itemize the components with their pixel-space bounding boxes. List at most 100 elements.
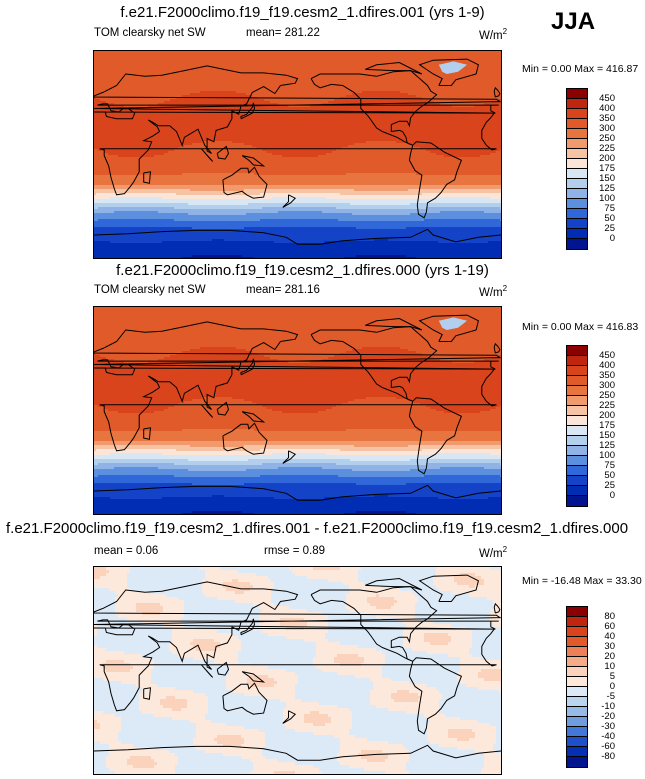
coastline [222, 166, 268, 199]
colorbar-tick-label: 400 [579, 103, 615, 114]
coastline [216, 401, 230, 416]
colorbar-swatch [567, 436, 587, 446]
colorbar-tick-label: 100 [579, 450, 615, 461]
colorbar-swatch [567, 376, 587, 386]
colorbar-swatch [567, 757, 587, 767]
panel-1-mean-label: mean= 281.22 [246, 27, 320, 39]
colorbar-tick-label: 250 [579, 390, 615, 401]
panel-3-mean-label: mean = 0.06 [94, 545, 158, 557]
colorbar-tick-label: 225 [579, 143, 615, 154]
colorbar-swatch [567, 747, 587, 757]
colorbar-swatch [567, 386, 587, 396]
coastline [240, 618, 256, 636]
coastline [241, 411, 266, 423]
colorbar-tick-label: 60 [579, 621, 615, 632]
coastline [241, 671, 266, 683]
coastline [365, 61, 423, 75]
panel-1-title: f.e21.F2000climo.f19_f19.cesm2_1.dfires.… [0, 4, 645, 21]
colorbar-tick-label: 125 [579, 440, 615, 451]
map-field-svg [94, 567, 501, 774]
colorbar-tick-label: 50 [579, 213, 615, 224]
coastline [143, 171, 152, 184]
colorbar-swatch [567, 607, 587, 617]
shaded-field [94, 567, 501, 774]
colorbar-swatch [567, 426, 587, 436]
panel-3-colorbar: 80 60 40 30 20 10 5 0 -5 -10 -20 -30 -40 -60 -80 [566, 606, 615, 768]
panel-2-variable-label: TOM clearsky net SW [94, 284, 206, 296]
colorbar-swatch [567, 179, 587, 189]
colorbar-tick-label: 75 [579, 460, 615, 471]
coastline [94, 321, 501, 452]
panel-3-units: W/m2 [479, 545, 507, 560]
colorbar-tick-label: -80 [579, 751, 615, 762]
panel-3-map [93, 566, 502, 775]
colorbar-swatch [567, 159, 587, 169]
coastline [216, 661, 230, 676]
coastline [310, 586, 463, 735]
colorbar-tick-label: 80 [579, 611, 615, 622]
colorbar-swatch [567, 496, 587, 506]
colorbar-tick-label: 350 [579, 113, 615, 124]
colorbar-tick-label: -60 [579, 741, 615, 752]
coastline [201, 664, 214, 678]
colorbar-tick-label: 250 [579, 133, 615, 144]
colorbar-tick-label: 150 [579, 430, 615, 441]
colorbar-swatch [567, 189, 587, 199]
coastline [216, 145, 230, 160]
colorbar-swatch [567, 209, 587, 219]
colorbar-tick-label: 0 [579, 490, 615, 501]
coastline [222, 682, 268, 715]
coastline [418, 314, 479, 342]
colorbar-tick-label: -40 [579, 731, 615, 742]
greenland-ice-region [438, 317, 468, 330]
panel-3-rmse-label: rmse = 0.89 [264, 545, 325, 557]
colorbar-swatch [567, 697, 587, 707]
colorbar-swatch [567, 366, 587, 376]
colorbar-swatch [567, 637, 587, 647]
panel-1-colorbar: 450 400 350 300 250 225 200 175 150 125 100 75 50 25 0 [566, 88, 615, 250]
panel-1-units: W/m2 [479, 27, 507, 42]
coastline [493, 602, 501, 614]
colorbar-swatch [567, 239, 587, 249]
colorbar-tick-label: 225 [579, 400, 615, 411]
coastline [310, 326, 463, 475]
colorbar-swatch [567, 727, 587, 737]
colorbar-tick-label: 200 [579, 410, 615, 421]
coastline [222, 422, 268, 455]
colorbar-swatch [567, 149, 587, 159]
colorbar-tick-label: 400 [579, 360, 615, 371]
colorbar-swatch [567, 199, 587, 209]
colorbar-swatch [567, 657, 587, 667]
colorbar-tick-label: 25 [579, 480, 615, 491]
coastline [143, 687, 152, 700]
colorbar-swatch [567, 617, 587, 627]
colorbar-swatch [567, 109, 587, 119]
colorbar-tick-label: 25 [579, 223, 615, 234]
shaded-field [94, 51, 501, 258]
colorbar-tick-label: 350 [579, 370, 615, 381]
colorbar-swatch [567, 416, 587, 426]
colorbar-swatch [567, 119, 587, 129]
colorbar-tick-label: 150 [579, 173, 615, 184]
colorbar-swatch [567, 687, 587, 697]
colorbar-swatch [567, 229, 587, 239]
panel-1-map [93, 50, 502, 259]
map-field-svg [94, 307, 501, 514]
panel-3-minmax: Min = -16.48 Max = 33.30 [522, 575, 642, 587]
colorbar-tick-label: 40 [579, 631, 615, 642]
colorbar-swatch [567, 406, 587, 416]
colorbar-tick-label: 175 [579, 163, 615, 174]
colorbar-tick-label: 0 [579, 233, 615, 244]
colorbar-tick-label: 50 [579, 470, 615, 481]
colorbar-swatch [567, 486, 587, 496]
colorbar-swatch [567, 89, 587, 99]
coastline [94, 228, 501, 245]
colorbar-tick-label: 5 [579, 671, 615, 682]
map-field-svg [94, 51, 501, 258]
panel-2-minmax: Min = 0.00 Max = 416.83 [522, 321, 638, 333]
colorbar-tick-label: 450 [579, 93, 615, 104]
coastline [282, 194, 297, 208]
coastline [493, 86, 501, 98]
colorbar-swatch [567, 129, 587, 139]
colorbar-tick-label: 100 [579, 193, 615, 204]
